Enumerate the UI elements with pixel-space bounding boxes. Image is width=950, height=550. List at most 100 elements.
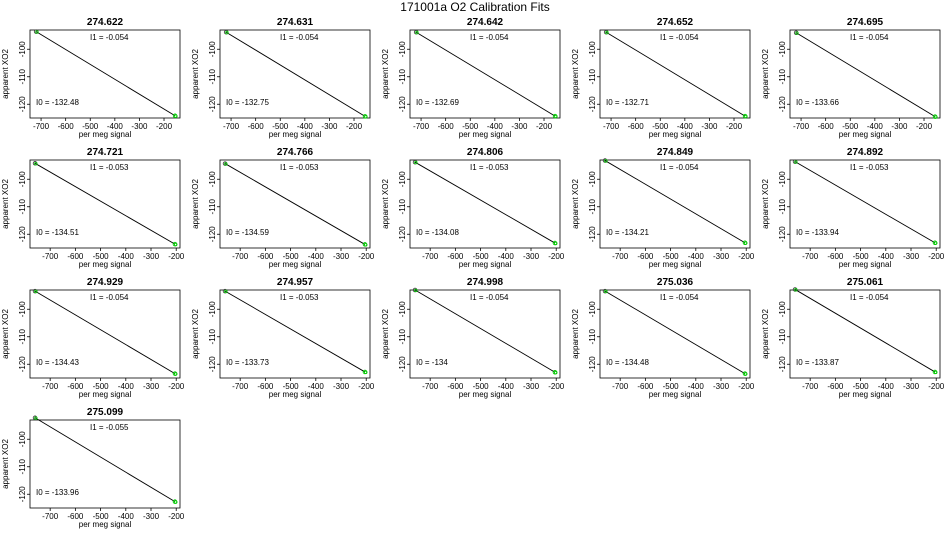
intercept-annotation: I0 = -132.69 bbox=[416, 98, 459, 107]
fit-panel: 274.652 -700 -600 -500 -400 -300 -200 per meg s… bbox=[571, 17, 751, 139]
intercept-annotation: I0 = -134 bbox=[416, 358, 448, 367]
panel-title: 274.998 bbox=[467, 277, 504, 288]
plot-frame bbox=[219, 289, 371, 379]
data-point bbox=[934, 241, 938, 245]
data-point bbox=[34, 416, 38, 420]
y-axis-label: apparent XO2 bbox=[381, 309, 390, 359]
plot-frame bbox=[409, 289, 561, 379]
fit-line bbox=[224, 163, 366, 245]
fit-line bbox=[415, 31, 556, 117]
data-point bbox=[174, 500, 178, 504]
intercept-annotation: I0 = -132.71 bbox=[606, 98, 649, 107]
plot-frame bbox=[29, 29, 181, 119]
slope-annotation: I1 = -0.054 bbox=[90, 33, 129, 42]
data-point bbox=[605, 30, 609, 35]
panel-title: 275.061 bbox=[847, 277, 884, 288]
x-axis-label: per meg signal bbox=[79, 390, 132, 399]
y-tick-label: -120 bbox=[778, 356, 787, 373]
x-tick-label: -600 bbox=[257, 252, 274, 261]
data-point bbox=[604, 159, 608, 163]
slope-annotation: I1 = -0.053 bbox=[850, 163, 889, 172]
intercept-annotation: I0 = -134.59 bbox=[226, 228, 269, 237]
y-axis-label: apparent XO2 bbox=[381, 49, 390, 99]
slope-annotation: I1 = -0.054 bbox=[850, 33, 889, 42]
x-tick-label: -300 bbox=[143, 382, 160, 391]
y-axis-label: apparent XO2 bbox=[1, 439, 10, 489]
y-tick-label: -110 bbox=[778, 328, 787, 344]
x-tick-label: -600 bbox=[818, 122, 835, 131]
x-tick-label: -400 bbox=[308, 252, 325, 261]
y-tick-label: -110 bbox=[778, 198, 787, 214]
x-tick-label: -500 bbox=[283, 252, 300, 261]
y-tick-label: -120 bbox=[778, 226, 787, 243]
y-tick-label: -120 bbox=[208, 226, 217, 243]
plot-frame bbox=[599, 29, 751, 119]
y-tick-label: -100 bbox=[18, 171, 27, 188]
x-tick-label: -400 bbox=[118, 382, 135, 391]
slope-annotation: I1 = -0.053 bbox=[90, 163, 129, 172]
x-tick-label: -600 bbox=[67, 512, 84, 521]
x-tick-label: -400 bbox=[308, 382, 325, 391]
x-tick-label: -200 bbox=[548, 252, 565, 261]
x-tick-label: -500 bbox=[473, 382, 490, 391]
fit-line bbox=[34, 162, 176, 245]
x-tick-label: -400 bbox=[498, 252, 515, 261]
x-axis-label: per meg signal bbox=[649, 130, 702, 139]
y-tick-label: -110 bbox=[208, 328, 217, 344]
y-tick-label: -120 bbox=[18, 486, 27, 503]
x-tick-label: -300 bbox=[321, 122, 338, 131]
intercept-annotation: I0 = -134.48 bbox=[606, 358, 649, 367]
x-tick-label: -400 bbox=[688, 382, 705, 391]
y-axis-label: apparent XO2 bbox=[571, 179, 580, 229]
y-tick-label: -100 bbox=[778, 171, 787, 188]
panel-title: 275.036 bbox=[657, 277, 694, 288]
x-tick-label: -500 bbox=[652, 122, 669, 131]
x-tick-label: -700 bbox=[603, 122, 620, 131]
slope-annotation: I1 = -0.054 bbox=[90, 293, 129, 302]
data-point bbox=[744, 114, 748, 119]
fit-panel: 274.929 -700 -600 -500 -400 -300 -200 per meg s… bbox=[1, 277, 185, 399]
y-tick-label: -100 bbox=[588, 301, 597, 318]
data-point bbox=[225, 30, 229, 35]
x-axis-label: per meg signal bbox=[459, 390, 512, 399]
y-tick-label: -100 bbox=[208, 171, 217, 188]
y-tick-label: -100 bbox=[778, 301, 787, 318]
data-point bbox=[554, 114, 558, 119]
plot-frame bbox=[789, 289, 941, 379]
y-tick-label: -100 bbox=[18, 301, 27, 318]
intercept-annotation: I0 = -133.66 bbox=[796, 98, 839, 107]
x-tick-label: -700 bbox=[413, 122, 430, 131]
x-tick-label: -500 bbox=[853, 382, 870, 391]
x-tick-label: -200 bbox=[358, 382, 375, 391]
x-tick-label: -600 bbox=[438, 122, 455, 131]
x-tick-label: -700 bbox=[42, 252, 59, 261]
intercept-annotation: I0 = -132.75 bbox=[226, 98, 269, 107]
x-axis-label: per meg signal bbox=[79, 260, 132, 269]
y-tick-label: -120 bbox=[18, 96, 27, 113]
x-tick-label: -700 bbox=[232, 252, 249, 261]
x-tick-label: -700 bbox=[42, 512, 59, 521]
x-tick-label: -700 bbox=[232, 382, 249, 391]
x-tick-label: -200 bbox=[928, 252, 945, 261]
x-tick-label: -400 bbox=[498, 382, 515, 391]
x-tick-label: -400 bbox=[878, 252, 895, 261]
fit-panel: 274.998 -700 -600 -500 -400 -300 -200 per meg s… bbox=[381, 277, 565, 399]
intercept-annotation: I0 = -133.87 bbox=[796, 358, 839, 367]
data-point bbox=[794, 160, 798, 164]
x-tick-label: -400 bbox=[118, 252, 135, 261]
x-tick-label: -300 bbox=[903, 252, 920, 261]
y-tick-label: -120 bbox=[18, 226, 27, 243]
intercept-annotation: I0 = -134.21 bbox=[606, 228, 649, 237]
x-tick-label: -300 bbox=[713, 252, 730, 261]
x-tick-label: -600 bbox=[447, 382, 464, 391]
x-tick-label: -700 bbox=[42, 382, 59, 391]
fit-line bbox=[225, 31, 366, 117]
x-tick-label: -200 bbox=[738, 252, 755, 261]
slope-annotation: I1 = -0.054 bbox=[660, 293, 699, 302]
panel-title: 275.099 bbox=[87, 407, 124, 418]
data-point bbox=[554, 370, 558, 375]
y-tick-label: -120 bbox=[208, 356, 217, 373]
y-tick-label: -110 bbox=[208, 198, 217, 214]
slope-annotation: I1 = -0.053 bbox=[280, 293, 319, 302]
x-tick-label: -700 bbox=[422, 252, 439, 261]
